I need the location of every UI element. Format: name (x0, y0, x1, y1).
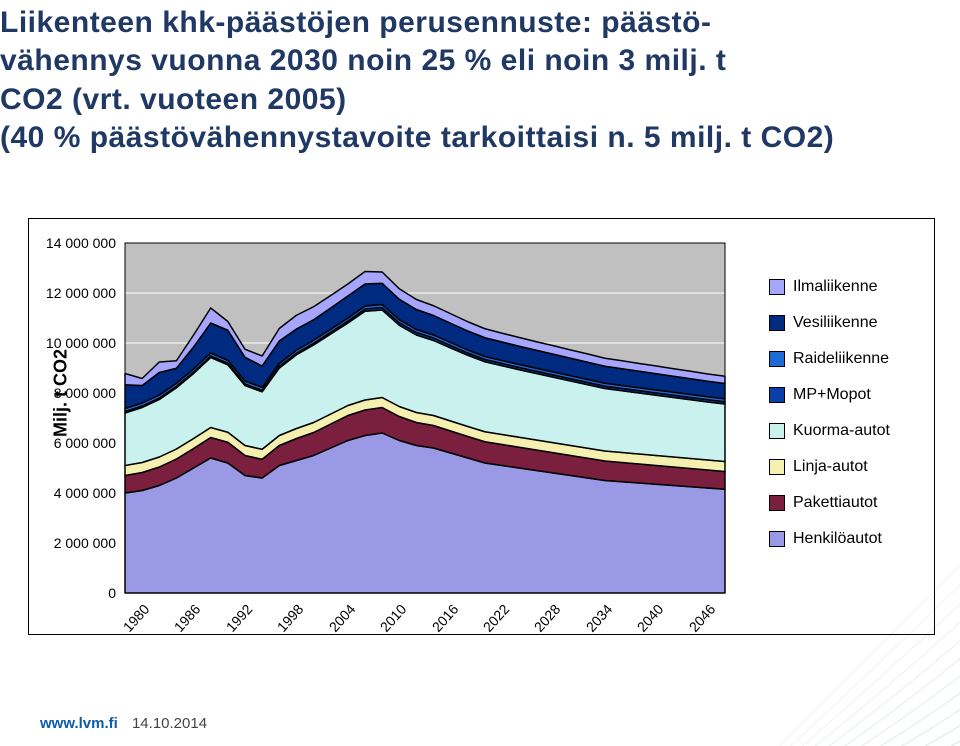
legend-label: Vesiliikenne (793, 315, 878, 331)
footer: www.lvm.fi 14.10.2014 (40, 715, 207, 732)
legend-swatch (769, 459, 785, 475)
x-tick-label: 1992 (223, 601, 256, 635)
y-tick-label: 2 000 000 (54, 535, 116, 551)
title-line-1: Liikenteen khk-päästöjen perusennuste: p… (0, 6, 712, 39)
legend-label: Pakettiautot (793, 495, 878, 511)
legend-swatch (769, 495, 785, 511)
legend-item: Vesiliikenne (769, 315, 919, 331)
chart-frame: Milj. t CO2 02 000 0004 000 0006 000 000… (28, 218, 935, 635)
x-tick-label: 1980 (120, 601, 153, 635)
legend-label: Kuorma-autot (793, 423, 890, 439)
x-tick-label: 2034 (583, 601, 616, 635)
y-tick-label: 12 000 000 (46, 285, 116, 301)
y-tick-label: 14 000 000 (46, 235, 116, 251)
y-tick-label: 8 000 000 (54, 385, 116, 401)
x-tick-label: 2046 (685, 601, 718, 635)
legend-swatch (769, 387, 785, 403)
title-line-3: CO2 (vrt. vuoteen 2005) (0, 83, 347, 116)
x-tick-label: 2028 (531, 601, 564, 635)
legend-swatch (769, 531, 785, 547)
legend-item: Ilmaliikenne (769, 279, 919, 295)
title-line-4: (40 % päästövähennystavoite tarkoittaisi… (0, 121, 834, 154)
x-tick-label: 2010 (377, 601, 410, 635)
x-tick-label: 2040 (634, 601, 667, 635)
y-tick-label: 10 000 000 (46, 335, 116, 351)
plot-area (125, 243, 725, 593)
y-tick-label: 6 000 000 (54, 435, 116, 451)
legend-label: Ilmaliikenne (793, 279, 877, 295)
footer-date: 14.10.2014 (132, 715, 207, 732)
y-tick-label: 4 000 000 (54, 485, 116, 501)
x-tick-label: 1998 (274, 601, 307, 635)
legend-item: MP+Mopot (769, 387, 919, 403)
title-line-2: vähennys vuonna 2030 noin 25 % eli noin … (0, 44, 726, 77)
legend-swatch (769, 351, 785, 367)
x-tick-label: 2022 (480, 601, 513, 635)
legend-item: Kuorma-autot (769, 423, 919, 439)
page-title: Liikenteen khk-päästöjen perusennuste: p… (0, 4, 960, 158)
x-tick-label: 1986 (171, 601, 204, 635)
legend-item: Henkilöautot (769, 531, 919, 547)
stacked-area-svg (125, 243, 725, 593)
legend-swatch (769, 423, 785, 439)
legend-item: Pakettiautot (769, 495, 919, 511)
x-tick-label: 2016 (428, 601, 461, 635)
legend-label: Henkilöautot (793, 531, 882, 547)
legend-item: Raideliikenne (769, 351, 919, 367)
legend-label: MP+Mopot (793, 387, 871, 403)
footer-site: www.lvm.fi (40, 715, 118, 732)
legend-label: Linja-autot (793, 459, 868, 475)
legend-label: Raideliikenne (793, 351, 889, 367)
legend-swatch (769, 315, 785, 331)
legend-swatch (769, 279, 785, 295)
x-tick-label: 2004 (325, 601, 358, 635)
legend: Ilmaliikenne Vesiliikenne Raideliikenne MP+… (769, 279, 919, 567)
legend-item: Linja-autot (769, 459, 919, 475)
y-tick-label: 0 (108, 585, 116, 601)
